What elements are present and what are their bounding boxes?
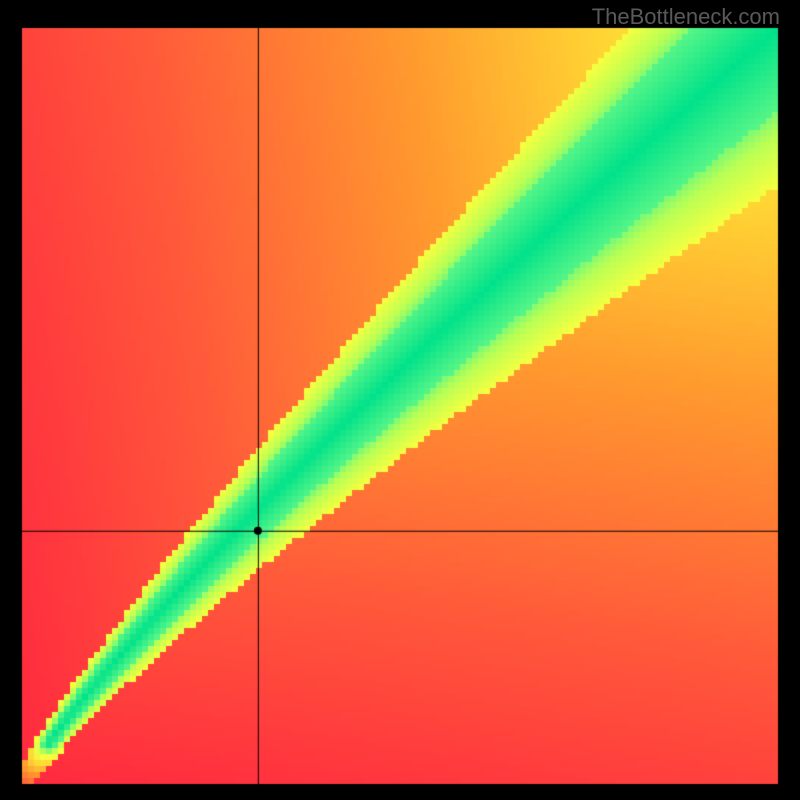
watermark-text: TheBottleneck.com bbox=[592, 4, 780, 30]
bottleneck-heatmap bbox=[0, 0, 800, 800]
chart-container: { "canvas": { "width": 800, "height": 80… bbox=[0, 0, 800, 800]
